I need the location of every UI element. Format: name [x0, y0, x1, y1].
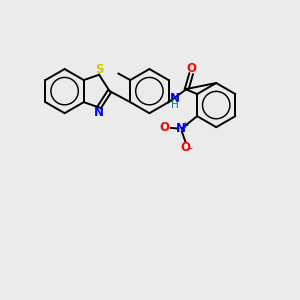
Text: N: N — [176, 122, 186, 135]
Text: N: N — [94, 106, 104, 119]
Text: +: + — [182, 121, 189, 130]
Text: N: N — [170, 92, 180, 105]
Text: S: S — [95, 63, 103, 76]
Text: O: O — [159, 122, 170, 134]
Text: -: - — [189, 143, 193, 153]
Text: O: O — [180, 141, 190, 154]
Text: H: H — [171, 100, 179, 110]
Text: O: O — [186, 62, 196, 75]
